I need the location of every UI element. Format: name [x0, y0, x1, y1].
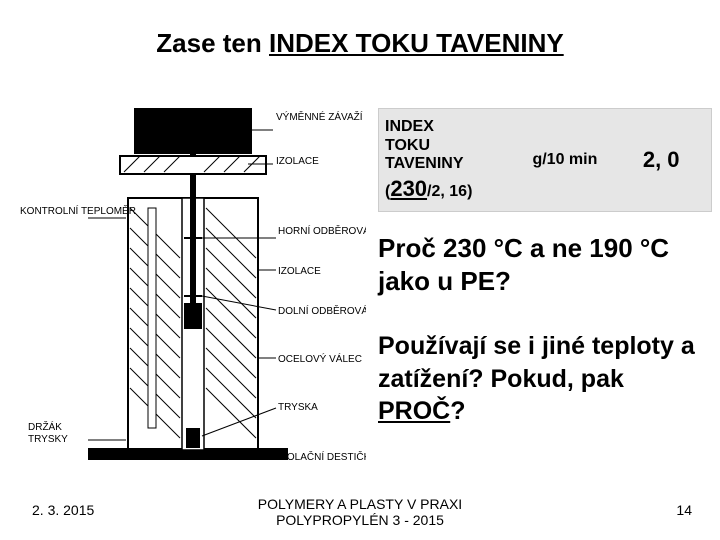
mfi-unit: g/10 min: [532, 151, 597, 169]
diagram-svg: VÝMĚNNÉ ZÁVAŽÍ IZOLACE KONTROLNÍ TEPLOMĚ…: [18, 88, 366, 480]
lbl-zavazi: VÝMĚNNÉ ZÁVAŽÍ: [276, 110, 363, 123]
page-title: Zase ten INDEX TOKU TAVENINY: [0, 28, 720, 59]
lbl-tryska: TRYSKA: [278, 402, 318, 413]
title-prefix: Zase ten: [156, 28, 269, 58]
mfi-unit-cell: g/10 min: [518, 109, 611, 211]
q2-suffix: ?: [450, 397, 465, 425]
question-1: Proč 230 °C a ne 190 °C jako u PE?: [378, 232, 714, 297]
mfi-value-cell: 2, 0: [611, 109, 711, 211]
mfi-value: 2, 0: [643, 147, 680, 173]
lbl-desticka: IZOLAČNÍ DESTIČKA: [278, 450, 366, 463]
title-main: INDEX TOKU TAVENINY: [269, 28, 564, 58]
footer-page-number: 14: [676, 502, 692, 518]
lbl-izolace-mid: IZOLACE: [278, 266, 321, 277]
mfi-label-cell: INDEX TOKU TAVENINY (230/2, 16): [379, 109, 518, 211]
q2-emph: PROČ: [378, 397, 450, 425]
lbl-dolni: DOLNÍ ODBĚROVÁ ZNAČKA: [278, 304, 366, 317]
lbl-valec: OCELOVÝ VÁLEC: [278, 352, 362, 365]
lbl-drzak2: TRYSKY: [28, 434, 68, 445]
question-2: Používají se i jiné teploty a zatížení? …: [378, 330, 714, 428]
mfi-conditions: (230/2, 16): [385, 176, 512, 202]
footer-title: POLYMERY A PLASTY V PRAXI POLYPROPYLÉN 3…: [0, 496, 720, 528]
mfi-name: INDEX TOKU TAVENINY: [385, 118, 512, 173]
lbl-teplomer: KONTROLNÍ TEPLOMĚR: [20, 204, 136, 217]
lbl-drzak1: DRŽÁK: [28, 420, 62, 433]
q2-prefix: Používají se i jiné teploty a zatížení? …: [378, 332, 695, 393]
lbl-horni: HORNÍ ODBĚROVÁ ZNAČKA: [278, 224, 366, 237]
melt-flow-diagram: VÝMĚNNÉ ZÁVAŽÍ IZOLACE KONTROLNÍ TEPLOMĚ…: [18, 88, 366, 480]
mfi-table: INDEX TOKU TAVENINY (230/2, 16) g/10 min…: [378, 108, 712, 212]
lbl-izolace-top: IZOLACE: [276, 156, 319, 167]
